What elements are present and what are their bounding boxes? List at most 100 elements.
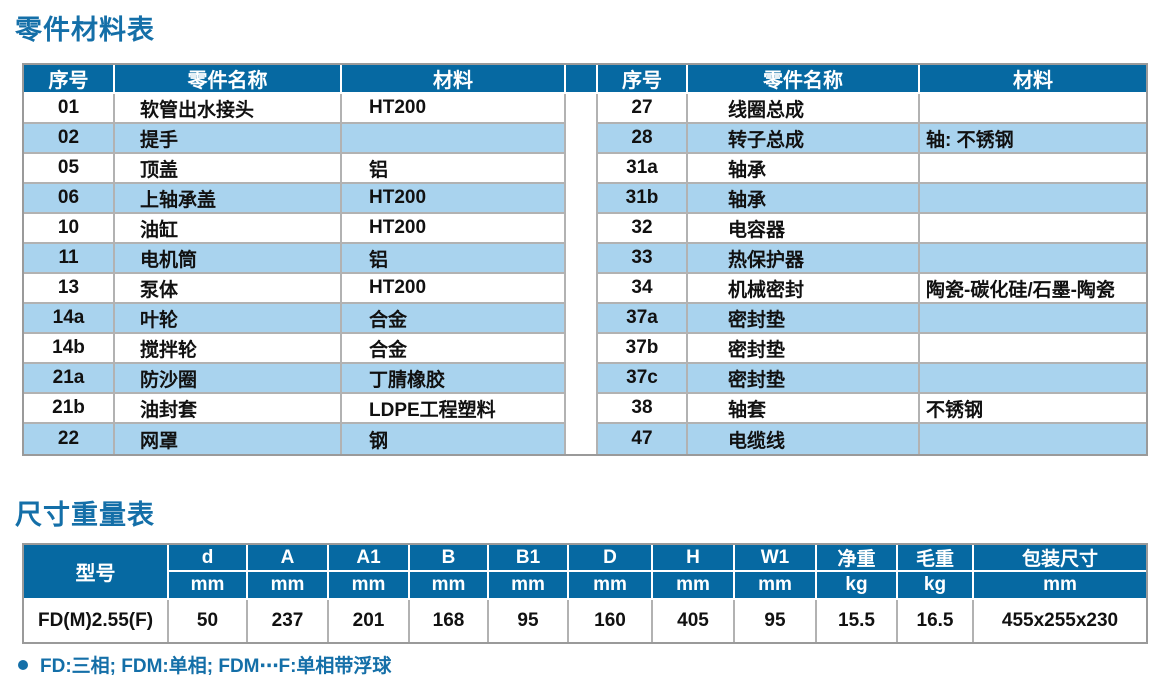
part-name: 转子总成 bbox=[688, 124, 920, 154]
column-header-A: A bbox=[248, 545, 329, 572]
part-material bbox=[920, 304, 1146, 334]
part-name: 泵体 bbox=[115, 274, 342, 304]
column-header-material-left: 材料 bbox=[342, 65, 566, 94]
column-header-no-right: 序号 bbox=[598, 65, 688, 94]
part-name: 轴承 bbox=[688, 154, 920, 184]
part-no: 37b bbox=[598, 334, 688, 364]
part-material: 丁腈橡胶 bbox=[342, 364, 566, 394]
part-no: 06 bbox=[24, 184, 115, 214]
part-name: 电缆线 bbox=[688, 424, 920, 454]
value-net-weight: 15.5 bbox=[817, 600, 898, 642]
column-header-A1: A1 bbox=[329, 545, 410, 572]
part-material: 合金 bbox=[342, 304, 566, 334]
parts-material-table: 序号 零件名称 材料 序号 零件名称 材料 01 软管出水接头 HT200 27… bbox=[22, 63, 1148, 456]
part-name: 上轴承盖 bbox=[115, 184, 342, 214]
part-material: HT200 bbox=[342, 274, 566, 304]
unit-cell: mm bbox=[329, 572, 410, 600]
value-B1: 95 bbox=[489, 600, 569, 642]
part-name: 轴套 bbox=[688, 394, 920, 424]
column-header-package-size: 包装尺寸 bbox=[974, 545, 1146, 572]
part-name: 线圈总成 bbox=[688, 94, 920, 124]
part-name: 热保护器 bbox=[688, 244, 920, 274]
part-name: 提手 bbox=[115, 124, 342, 154]
part-material: 铝 bbox=[342, 154, 566, 184]
part-no: 31a bbox=[598, 154, 688, 184]
part-material bbox=[342, 124, 566, 154]
value-W1: 95 bbox=[735, 600, 817, 642]
part-no: 37a bbox=[598, 304, 688, 334]
value-package-size: 455x255x230 bbox=[974, 600, 1146, 642]
part-name: 软管出水接头 bbox=[115, 94, 342, 124]
part-name: 密封垫 bbox=[688, 334, 920, 364]
footnote: FD:三相; FDM:单相; FDM⋯F:单相带浮球 bbox=[18, 651, 391, 678]
part-no: 13 bbox=[24, 274, 115, 304]
part-no: 14b bbox=[24, 334, 115, 364]
column-header-gross-weight: 毛重 bbox=[898, 545, 974, 572]
part-material bbox=[920, 364, 1146, 394]
column-header-H: H bbox=[653, 545, 735, 572]
part-no: 31b bbox=[598, 184, 688, 214]
part-material: HT200 bbox=[342, 214, 566, 244]
part-material bbox=[920, 244, 1146, 274]
part-no: 34 bbox=[598, 274, 688, 304]
part-material bbox=[920, 184, 1146, 214]
value-A: 237 bbox=[248, 600, 329, 642]
part-material bbox=[920, 154, 1146, 184]
part-material: 合金 bbox=[342, 334, 566, 364]
column-header-no-left: 序号 bbox=[24, 65, 115, 94]
part-no: 27 bbox=[598, 94, 688, 124]
part-material: HT200 bbox=[342, 184, 566, 214]
part-no: 22 bbox=[24, 424, 115, 454]
unit-cell: mm bbox=[169, 572, 248, 600]
separator-column-header bbox=[566, 65, 598, 94]
value-A1: 201 bbox=[329, 600, 410, 642]
column-header-name-left: 零件名称 bbox=[115, 65, 342, 94]
column-header-W1: W1 bbox=[735, 545, 817, 572]
part-name: 密封垫 bbox=[688, 364, 920, 394]
column-header-D: D bbox=[569, 545, 653, 572]
part-no: 02 bbox=[24, 124, 115, 154]
size-weight-table: 型号 d A A1 B B1 D H W1 净重 毛重 包装尺寸 mm mm m… bbox=[22, 543, 1148, 644]
part-no: 10 bbox=[24, 214, 115, 244]
bullet-icon bbox=[18, 659, 28, 670]
value-H: 405 bbox=[653, 600, 735, 642]
value-gross-weight: 16.5 bbox=[898, 600, 974, 642]
unit-cell: kg bbox=[817, 572, 898, 600]
part-name: 顶盖 bbox=[115, 154, 342, 184]
part-no: 37c bbox=[598, 364, 688, 394]
footnote-text: FD:三相; FDM:单相; FDM⋯F:单相带浮球 bbox=[40, 656, 392, 677]
part-name: 油缸 bbox=[115, 214, 342, 244]
part-material: HT200 bbox=[342, 94, 566, 124]
size-table-title: 尺寸重量表 bbox=[15, 500, 155, 530]
part-name: 轴承 bbox=[688, 184, 920, 214]
part-material: LDPE工程塑料 bbox=[342, 394, 566, 424]
part-material bbox=[920, 424, 1146, 454]
part-name: 机械密封 bbox=[688, 274, 920, 304]
part-name: 电机筒 bbox=[115, 244, 342, 274]
unit-cell: mm bbox=[653, 572, 735, 600]
part-material: 钢 bbox=[342, 424, 566, 454]
part-no: 01 bbox=[24, 94, 115, 124]
part-name: 油封套 bbox=[115, 394, 342, 424]
part-name: 叶轮 bbox=[115, 304, 342, 334]
column-header-d: d bbox=[169, 545, 248, 572]
part-material: 铝 bbox=[342, 244, 566, 274]
unit-cell: mm bbox=[569, 572, 653, 600]
part-no: 14a bbox=[24, 304, 115, 334]
part-name: 网罩 bbox=[115, 424, 342, 454]
value-B: 168 bbox=[410, 600, 489, 642]
part-name: 搅拌轮 bbox=[115, 334, 342, 364]
part-no: 21a bbox=[24, 364, 115, 394]
column-header-net-weight: 净重 bbox=[817, 545, 898, 572]
part-material: 不锈钢 bbox=[920, 394, 1146, 424]
separator-column bbox=[566, 94, 598, 454]
model-value: FD(M)2.55(F) bbox=[24, 600, 169, 642]
column-header-B: B bbox=[410, 545, 489, 572]
unit-cell: mm bbox=[489, 572, 569, 600]
column-header-material-right: 材料 bbox=[920, 65, 1146, 94]
part-name: 密封垫 bbox=[688, 304, 920, 334]
part-material bbox=[920, 94, 1146, 124]
part-no: 21b bbox=[24, 394, 115, 424]
column-header-B1: B1 bbox=[489, 545, 569, 572]
part-no: 11 bbox=[24, 244, 115, 274]
